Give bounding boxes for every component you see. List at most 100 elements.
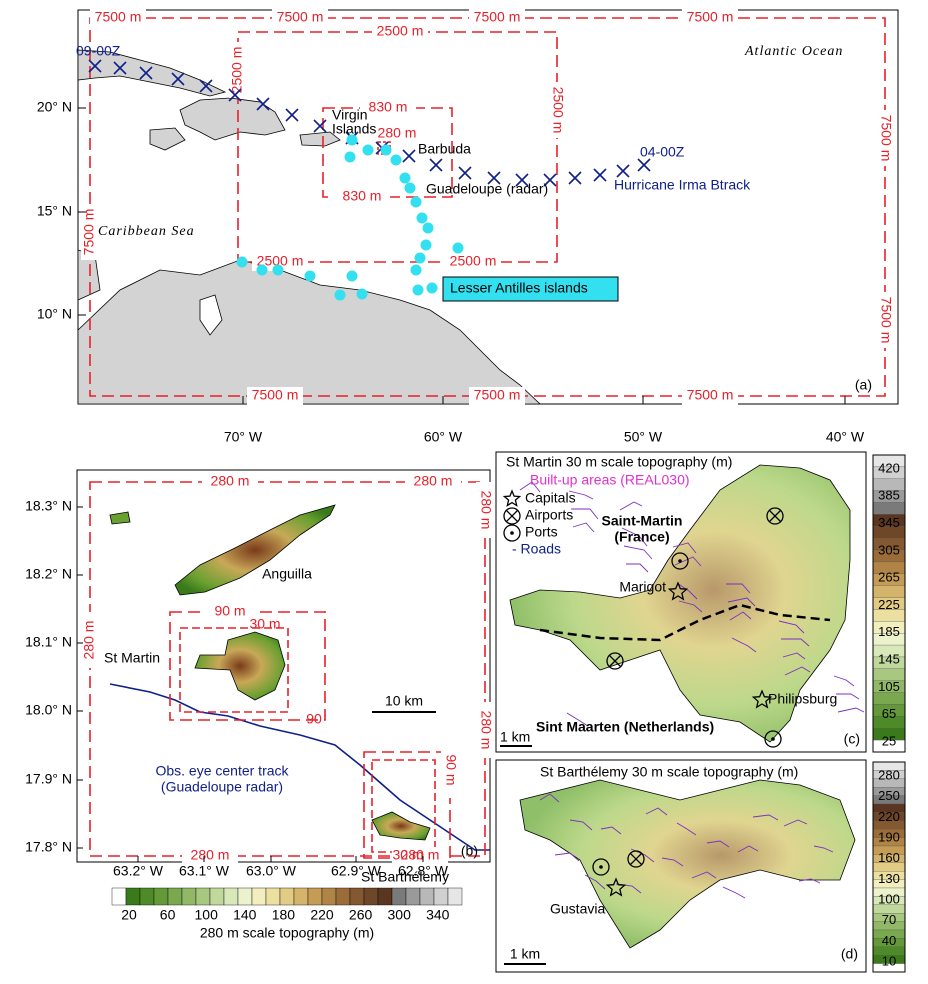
airport-symbol bbox=[609, 655, 621, 667]
road bbox=[645, 807, 668, 816]
track-marker bbox=[402, 149, 416, 163]
airport-symbol bbox=[627, 850, 645, 868]
colorbar-cell bbox=[139, 887, 155, 906]
label-background bbox=[392, 847, 448, 865]
st-martin-label: St Martin bbox=[104, 650, 160, 666]
label-background bbox=[247, 387, 303, 405]
colorbar-c-tick-label: 145 bbox=[878, 652, 900, 667]
colorbar-cell bbox=[335, 887, 351, 906]
port-symbol bbox=[599, 865, 603, 869]
track-marker bbox=[458, 166, 472, 180]
road bbox=[539, 793, 560, 803]
road bbox=[676, 822, 697, 836]
road bbox=[752, 814, 779, 821]
track-marker bbox=[113, 61, 127, 75]
capital-symbol bbox=[605, 877, 627, 897]
road bbox=[554, 852, 580, 862]
colorbar-d-tick-label: 10 bbox=[882, 953, 896, 968]
colorbar-cell bbox=[237, 887, 253, 906]
port-symbol bbox=[678, 559, 682, 563]
capital-symbol bbox=[751, 689, 773, 709]
colorbar-c-tick-label: 65 bbox=[882, 706, 896, 721]
colorbar-cell bbox=[321, 887, 337, 906]
colorbar-cell bbox=[195, 887, 211, 906]
dutch-side-label: Sint Maarten (Netherlands) bbox=[536, 719, 714, 735]
scale-label: 1 km bbox=[510, 946, 540, 962]
domain-2500-label: 2500 m bbox=[257, 253, 304, 269]
road bbox=[782, 652, 806, 660]
colorbar-cell bbox=[447, 887, 463, 906]
lat-label: 20° N bbox=[37, 99, 72, 115]
colorbar-d-tick-label: 220 bbox=[878, 809, 900, 824]
road bbox=[837, 707, 865, 713]
island-dot bbox=[346, 270, 358, 282]
road bbox=[623, 545, 653, 560]
label-background bbox=[202, 473, 258, 491]
label-background bbox=[360, 99, 416, 117]
colorbar-c-tick-label: 345 bbox=[878, 515, 900, 530]
domain-280-label: 280 m bbox=[401, 847, 440, 863]
lon-label: 70° W bbox=[224, 429, 263, 445]
colorbar-c-tick-label: 420 bbox=[878, 460, 900, 475]
track-marker bbox=[171, 72, 185, 86]
island-dot bbox=[426, 282, 438, 294]
label-background bbox=[476, 702, 494, 758]
track-marker bbox=[568, 171, 582, 185]
colorbar-cell bbox=[279, 887, 295, 906]
island-dot bbox=[410, 264, 422, 276]
legend-label: - Roads bbox=[512, 541, 561, 557]
label-background bbox=[445, 253, 501, 271]
colorbar-tick-label: 20 bbox=[121, 907, 137, 923]
label-background bbox=[202, 603, 258, 621]
island-dot bbox=[412, 284, 424, 296]
domain-280-label: 280 m bbox=[478, 491, 494, 530]
island-dot bbox=[256, 264, 268, 276]
island-dot bbox=[416, 212, 428, 224]
colorbar-c-cell bbox=[872, 585, 906, 598]
colorbar-c-cell bbox=[872, 692, 906, 705]
road bbox=[568, 490, 594, 500]
road bbox=[783, 819, 808, 827]
land-south-america bbox=[77, 259, 542, 405]
track-label: Obs. eye center track bbox=[155, 763, 289, 779]
island-dot bbox=[380, 144, 392, 156]
domain-830-label: 830 m bbox=[369, 99, 408, 115]
lon-label: 63.0° W bbox=[246, 863, 297, 879]
lon-label: 62.8° W bbox=[398, 863, 449, 879]
label-background bbox=[876, 292, 894, 348]
track-marker bbox=[429, 158, 443, 172]
airport-symbol bbox=[606, 652, 624, 670]
colorbar-cell bbox=[251, 887, 267, 906]
road bbox=[676, 582, 698, 600]
road bbox=[621, 527, 648, 547]
label-background bbox=[229, 42, 247, 98]
antilles-label-box bbox=[442, 276, 619, 302]
label-background bbox=[441, 742, 459, 798]
domain-830-label: 830 m bbox=[343, 188, 382, 204]
colorbar-d-tick-label: 280 bbox=[878, 767, 900, 782]
road bbox=[600, 826, 622, 835]
gustavia-label: Gustavia bbox=[550, 901, 605, 917]
colorbar-cell bbox=[209, 887, 225, 906]
domain-30-label: 30 m bbox=[392, 847, 423, 863]
ocean-label: Atlantic Ocean bbox=[744, 44, 843, 59]
label-background bbox=[81, 204, 99, 260]
label-background bbox=[90, 9, 146, 27]
road bbox=[706, 840, 730, 848]
track-marker bbox=[313, 119, 327, 133]
lon-label: 63.1° W bbox=[179, 863, 230, 879]
colorbar-cell bbox=[419, 887, 435, 906]
domain-30-label: 30 m bbox=[249, 616, 280, 632]
philipsburg-label: Philipsburg bbox=[768, 691, 837, 707]
colorbar-cell bbox=[391, 887, 407, 906]
colorbar-tick-label: 140 bbox=[233, 907, 257, 923]
track-marker bbox=[285, 108, 299, 122]
island-dot bbox=[410, 196, 422, 208]
island-dot bbox=[404, 182, 416, 194]
lat-label: 17.8° N bbox=[25, 839, 72, 855]
track-marker bbox=[88, 59, 102, 73]
panel-label: (b) bbox=[461, 843, 478, 859]
lon-label: 63.2° W bbox=[113, 863, 164, 879]
colorbar-cell bbox=[405, 887, 421, 906]
